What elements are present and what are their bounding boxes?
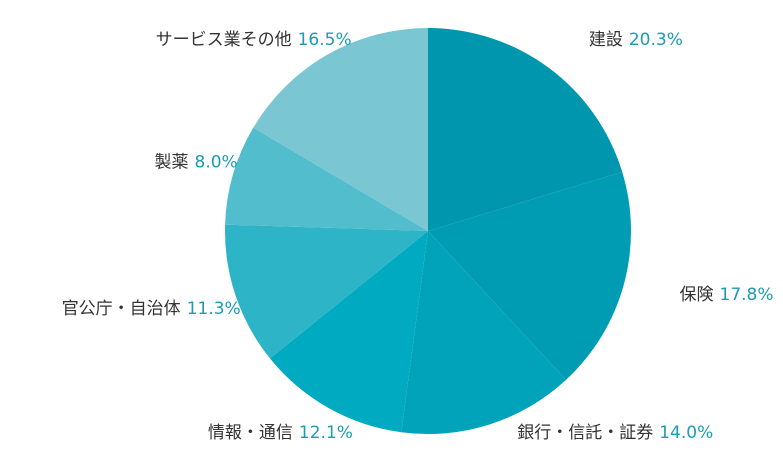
slice-name: 保険 xyxy=(680,285,714,305)
slice-percent: 17.8% xyxy=(720,285,774,305)
slice-percent: 16.5% xyxy=(298,30,352,50)
slice-label: 情報・通信 12.1% xyxy=(208,423,353,443)
slice-name: 建設 xyxy=(589,30,623,50)
slice-label: 製薬 8.0% xyxy=(155,153,238,173)
slice-percent: 14.0% xyxy=(659,423,713,443)
slice-name: サービス業その他 xyxy=(156,30,292,50)
slice-name: 情報・通信 xyxy=(208,423,293,443)
slice-percent: 12.1% xyxy=(299,423,353,443)
pie-slice xyxy=(401,231,567,434)
slice-percent: 8.0% xyxy=(195,153,238,173)
slice-name: 官公庁・自治体 xyxy=(62,299,181,319)
slice-label: 官公庁・自治体 11.3% xyxy=(62,299,241,319)
slice-percent: 20.3% xyxy=(629,30,683,50)
slice-name: 銀行・信託・証券 xyxy=(517,423,653,443)
slice-label: サービス業その他 16.5% xyxy=(156,30,352,50)
pie-slice xyxy=(225,224,428,359)
pie-slice xyxy=(428,171,631,380)
pie-slice xyxy=(225,127,428,231)
slice-name: 製薬 xyxy=(155,153,189,173)
pie-slice xyxy=(428,28,623,231)
pie-slice xyxy=(253,27,428,231)
slice-label: 保険 17.8% xyxy=(680,285,774,305)
pie-slice xyxy=(269,231,428,433)
slice-label: 銀行・信託・証券 14.0% xyxy=(517,423,713,443)
slice-label: 建設 20.3% xyxy=(589,30,683,50)
slice-percent: 11.3% xyxy=(187,299,241,319)
